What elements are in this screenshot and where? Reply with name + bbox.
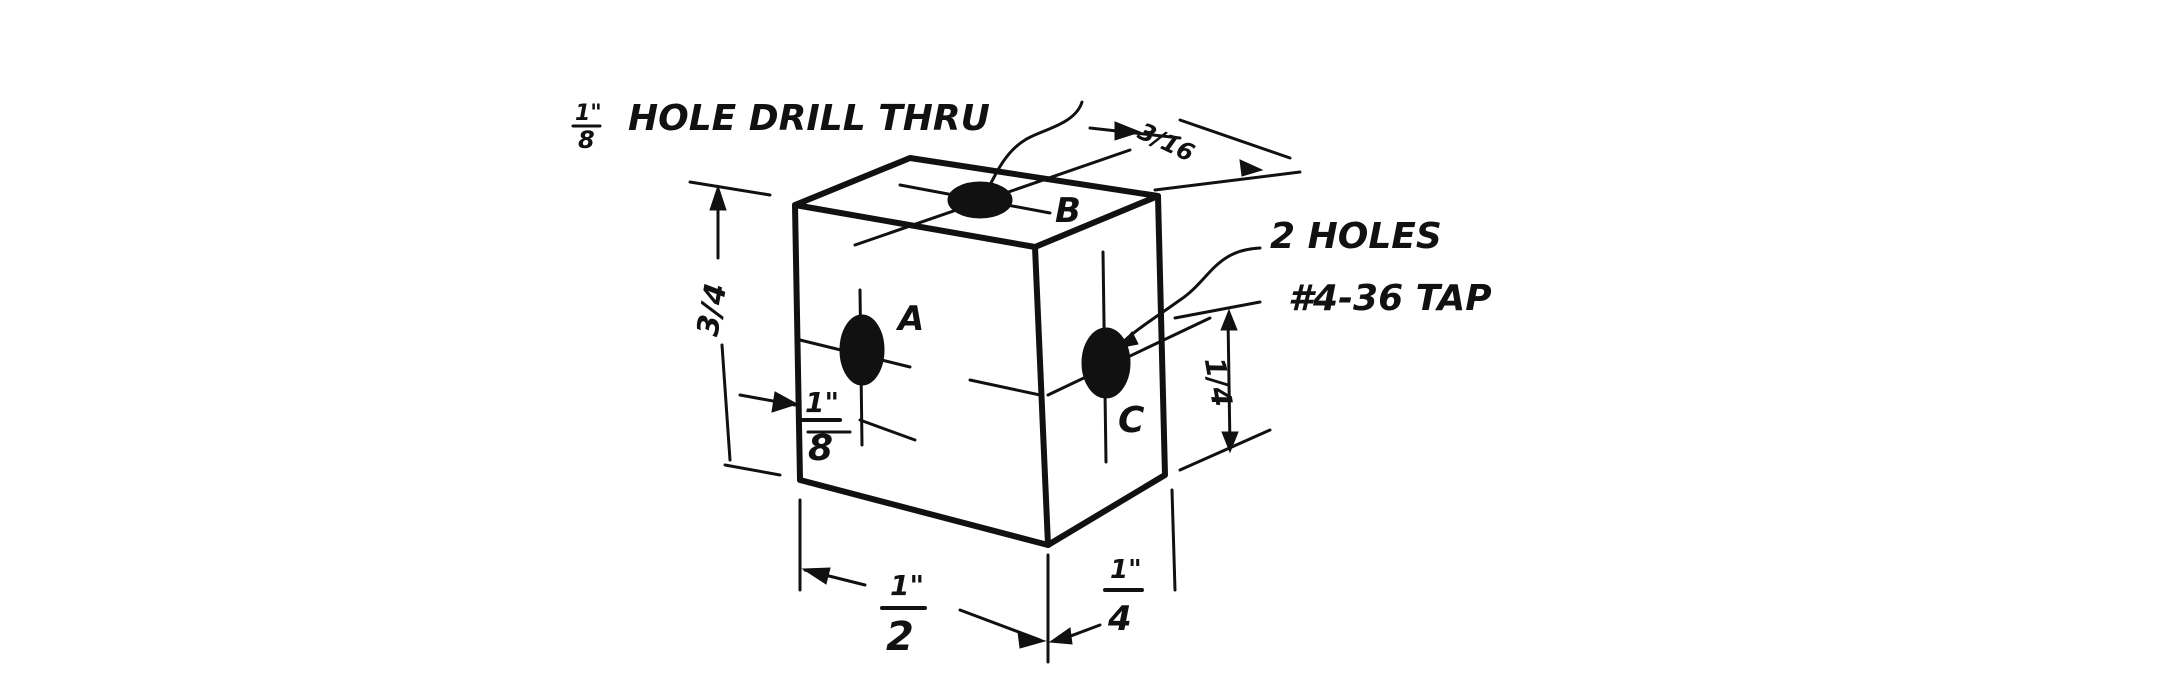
drill-callout: 1" 8 HOLE DRILL THRU [571, 98, 990, 154]
drill-leader [983, 100, 1084, 197]
top-arrow-left [1114, 121, 1142, 141]
hole-a-arrow-left [771, 391, 799, 413]
hole-a [839, 314, 885, 386]
depth-arrow-left [1048, 627, 1073, 645]
block-outline [792, 155, 1168, 548]
tap-leader-arrowhead [1116, 331, 1139, 349]
dim-depth-num: 1" [1110, 555, 1142, 585]
dim-hole-a-den: 8 [808, 428, 833, 469]
width-arrow-right [1017, 631, 1047, 649]
height-arrow-top [709, 184, 727, 211]
dimension-hole-c [1173, 300, 1272, 472]
top-arrow-right [1239, 159, 1264, 177]
dim-hole-a-num: 1" [805, 386, 839, 419]
dim-hole-c-text: 1/4 [1198, 355, 1239, 409]
hole-b [947, 181, 1013, 219]
dim-top-text: 3/16 [1134, 117, 1199, 167]
hole-c-arrow-bottom [1221, 431, 1239, 454]
dimension-width [798, 498, 1102, 664]
drill-callout-text: HOLE DRILL THRU [628, 98, 990, 139]
tap-leader [1118, 246, 1262, 347]
dimension-height [688, 180, 782, 477]
tap-callout: 2 HOLES #4-36 TAP [1270, 216, 1492, 319]
drill-fraction-den: 8 [578, 126, 595, 154]
dimension-depth [1170, 488, 1177, 592]
hole-label-a: A [895, 299, 924, 339]
dim-width-den: 2 [886, 614, 914, 660]
hole-c-arrow-top [1220, 308, 1238, 331]
drill-fraction-num: 1" [575, 101, 602, 126]
leaders [983, 100, 1262, 347]
tap-callout-line2: #4-36 TAP [1288, 278, 1492, 319]
dim-height-text: 3/4 [691, 281, 735, 339]
tap-callout-line1: 2 HOLES [1270, 216, 1442, 257]
hole-label-c: C [1118, 400, 1145, 441]
hole-c [1081, 327, 1131, 399]
front-face-edge [792, 202, 1051, 548]
hole-label-b: B [1055, 191, 1081, 231]
dim-width-num: 1" [890, 569, 924, 602]
width-arrow-left [801, 567, 831, 585]
dim-depth-den: 4 [1107, 599, 1132, 639]
right-face-edge [1045, 193, 1168, 548]
